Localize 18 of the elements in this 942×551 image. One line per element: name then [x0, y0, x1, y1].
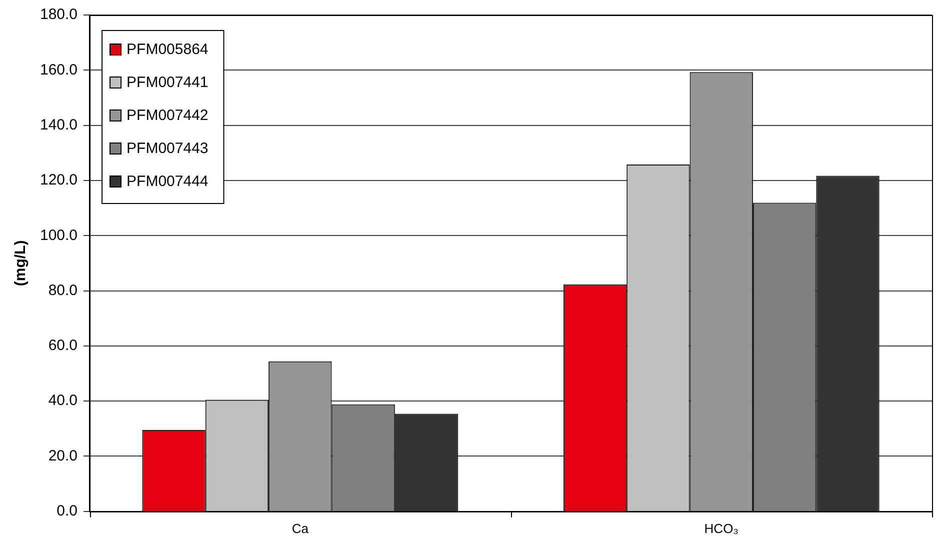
y-tick-label: 80.0: [48, 282, 78, 299]
legend-label: PFM007443: [126, 140, 208, 158]
y-tick-label: 100.0: [40, 226, 78, 244]
legend-label: PFM005864: [126, 41, 208, 58]
y-tick-label: 120.0: [40, 172, 78, 189]
y-tick-label: 160.0: [40, 61, 78, 78]
y-axis-title: (mg/L): [12, 240, 30, 286]
y-tick-label: 0.0: [56, 502, 78, 520]
legend-label: PFM007441: [126, 74, 208, 92]
legend-label: PFM007442: [126, 107, 208, 124]
y-tick-label: 60.0: [48, 337, 78, 354]
y-tick-label: 40.0: [48, 392, 78, 410]
legend-label: PFM007444: [126, 173, 208, 190]
y-tick-label: 140.0: [40, 116, 78, 134]
x-tick-label: Ca: [292, 520, 310, 536]
y-tick-label: 180.0: [40, 6, 78, 24]
y-tick-label: 20.0: [48, 447, 78, 464]
x-tick-label: HCO₃: [704, 520, 738, 536]
